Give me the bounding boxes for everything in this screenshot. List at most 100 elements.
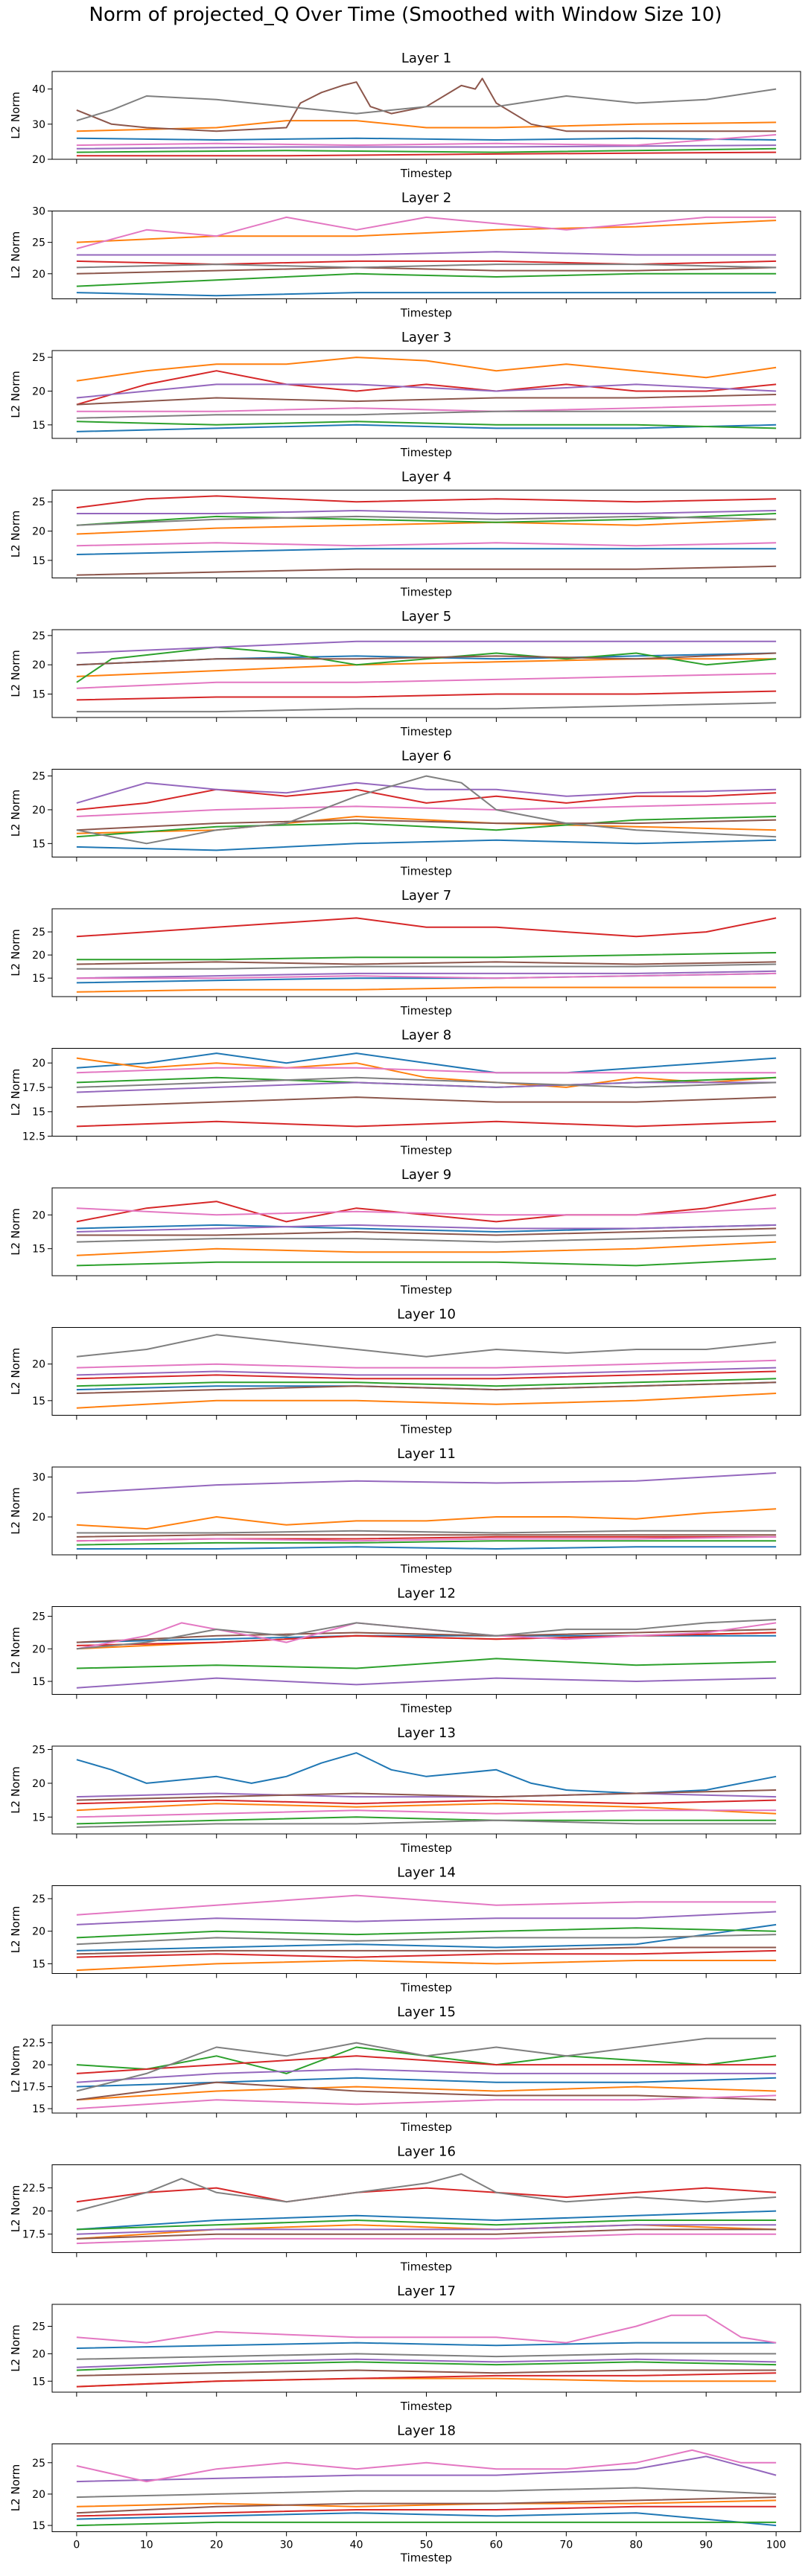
series-line-1 [76, 137, 777, 141]
series-lines [76, 2037, 777, 2110]
x-axis-label: Timestep [400, 1981, 452, 1995]
series-line-1 [76, 424, 777, 432]
series-line-4 [76, 2372, 777, 2388]
series-line-5 [76, 640, 777, 654]
x-axis-label: Timestep [400, 1841, 452, 1855]
subplot-layer-7: Layer 7 15 20 25 Timestep L2 Norm [9, 888, 801, 1017]
x-axis-label: Timestep [400, 1144, 452, 1157]
series-lines [76, 1752, 777, 1828]
x-tick-label: 20 [210, 2540, 223, 2551]
y-tick-label: 20 [32, 154, 45, 166]
y-tick-label: 20 [32, 1643, 45, 1655]
y-axis-label: L2 Norm [9, 2185, 22, 2233]
series-line-6 [76, 1227, 777, 1236]
series-lines [76, 775, 777, 851]
series-line-7 [76, 1535, 777, 1542]
subplot-layer-8: Layer 8 12.5 15 17.5 20 Timestep L2 Norm [9, 1028, 801, 1157]
series-line-7 [76, 1359, 777, 1369]
y-axis-label: L2 Norm [9, 1348, 22, 1396]
plot-frame [51, 2024, 801, 2114]
y-axis-label: L2 Norm [9, 2324, 22, 2372]
series-line-6 [76, 1629, 777, 1643]
series-lines [76, 917, 777, 993]
series-line-8 [76, 1076, 777, 1088]
series-line-4 [76, 260, 777, 266]
series-line-4 [76, 2055, 777, 2074]
series-lines [76, 357, 777, 432]
y-tick-label: 20 [32, 1359, 45, 1371]
subplot-title: Layer 1 [401, 51, 451, 66]
plot-frame [51, 350, 801, 439]
subplot-title: Layer 10 [397, 1307, 456, 1323]
series-line-5 [76, 1081, 777, 1093]
y-axis-label: L2 Norm [9, 1208, 22, 1256]
series-lines [76, 495, 777, 576]
x-axis-label: Timestep [400, 2400, 452, 2413]
y-tick-label: 20 [32, 1209, 45, 1221]
y-tick-label: 15 [32, 1107, 45, 1119]
series-line-2 [76, 1508, 777, 1530]
series-line-2 [76, 120, 777, 132]
series-line-6 [76, 565, 777, 576]
y-tick-label: 20 [32, 950, 45, 962]
y-tick-label: 30 [32, 206, 45, 218]
series-line-5 [76, 144, 777, 150]
series-line-4 [76, 1370, 777, 1380]
series-line-6 [76, 1381, 777, 1394]
series-line-6 [76, 2228, 777, 2240]
series-line-7 [76, 2314, 777, 2344]
series-line-2 [76, 1960, 777, 1972]
series-line-6 [76, 819, 777, 831]
series-line-8 [76, 1619, 777, 1650]
x-axis-label: Timestep [400, 1423, 452, 1436]
y-tick-label: 25 [32, 1611, 45, 1623]
y-axis-label: L2 Norm [9, 1906, 22, 1954]
series-line-1 [76, 548, 777, 555]
series-lines [76, 1894, 777, 1972]
series-line-5 [76, 782, 777, 804]
series-line-3 [76, 1816, 777, 1825]
y-tick-label: 22.5 [22, 2038, 45, 2050]
series-line-4 [76, 1949, 777, 1958]
y-tick-label: 15 [32, 555, 45, 567]
series-line-4 [76, 1194, 777, 1223]
series-line-5 [76, 2068, 777, 2083]
y-tick-label: 20 [32, 2348, 45, 2360]
subplot-layer-12: Layer 12 15 20 25 Timestep L2 Norm [9, 1586, 801, 1716]
x-axis-label: Timestep [400, 307, 452, 320]
y-axis-label: L2 Norm [9, 929, 22, 977]
series-line-6 [76, 394, 777, 406]
series-line-5 [76, 2455, 777, 2483]
series-line-8 [76, 515, 777, 526]
x-axis-label: Timestep [400, 446, 452, 459]
series-line-2 [76, 357, 777, 382]
series-line-1 [76, 2210, 777, 2231]
series-line-8 [76, 1934, 777, 1946]
subplot-title: Layer 4 [401, 470, 451, 485]
x-axis-label: Timestep [400, 725, 452, 738]
y-tick-label: 20 [32, 805, 45, 816]
series-line-4 [76, 1799, 777, 1805]
series-line-6 [76, 961, 777, 965]
series-line-7 [76, 972, 777, 979]
series-lines [76, 640, 777, 713]
subplot-layer-10: Layer 10 15 20 Timestep L2 Norm [9, 1307, 801, 1436]
y-tick-label: 25 [32, 1745, 45, 1757]
series-line-5 [76, 970, 777, 979]
series-line-1 [76, 2342, 777, 2349]
y-tick-label: 20 [32, 2489, 45, 2501]
y-axis-label: L2 Norm [9, 92, 22, 139]
y-tick-label: 20 [32, 269, 45, 281]
y-tick-label: 20 [32, 1058, 45, 1070]
series-line-8 [76, 2487, 777, 2499]
subplot-title: Layer 16 [397, 2144, 456, 2160]
series-line-2 [76, 1803, 777, 1815]
series-line-2 [76, 220, 777, 243]
series-line-4 [76, 690, 777, 701]
series-line-8 [76, 263, 777, 269]
series-lines [76, 1472, 777, 1550]
x-tick-label: 0 [73, 2540, 80, 2551]
y-axis-label: L2 Norm [9, 2045, 22, 2093]
subplot-title: Layer 11 [397, 1446, 456, 1462]
subplot-title: Layer 3 [401, 330, 451, 345]
